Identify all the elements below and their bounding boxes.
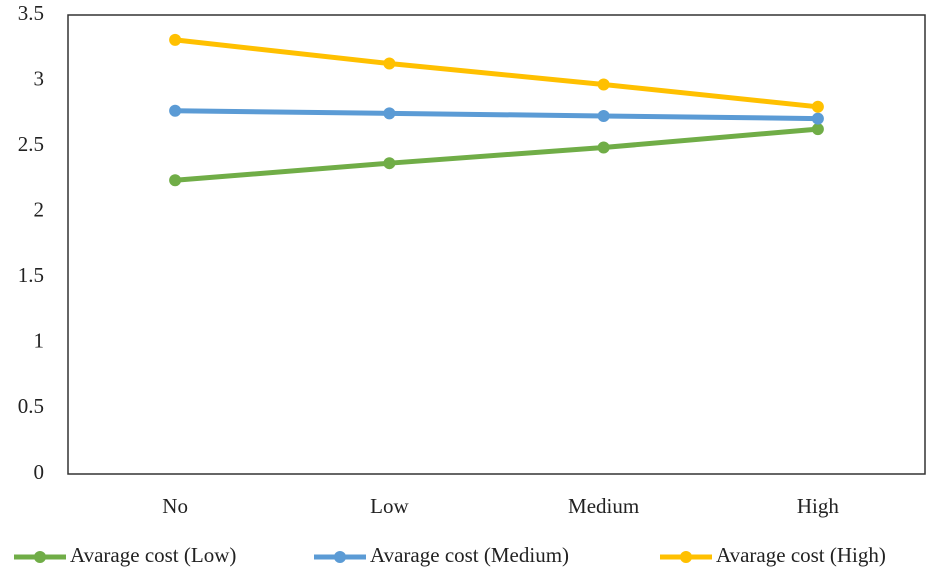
x-tick-label: Medium — [568, 494, 639, 518]
series-marker — [811, 123, 824, 136]
legend-label: Avarage cost (High) — [716, 543, 886, 567]
series-marker — [383, 157, 396, 170]
y-tick-label: 0 — [34, 460, 45, 484]
series-line — [174, 126, 819, 183]
legend-marker — [680, 551, 692, 563]
series-marker — [811, 112, 824, 125]
series-marker — [169, 174, 182, 187]
y-tick-label: 1.5 — [18, 263, 44, 287]
x-tick-label: No — [162, 494, 188, 518]
y-tick-label: 2.5 — [18, 132, 44, 156]
plot-area — [67, 14, 926, 475]
series-marker — [169, 104, 182, 117]
x-tick-label: High — [797, 494, 840, 518]
series-line — [175, 108, 818, 122]
legend-label: Avarage cost (Medium) — [370, 543, 569, 567]
y-tick-label: 0.5 — [18, 394, 44, 418]
x-tick-label: Low — [370, 494, 409, 518]
y-tick-label: 2 — [34, 198, 45, 222]
series-marker — [597, 109, 610, 122]
y-tick-label: 3.5 — [18, 1, 44, 25]
series-line — [174, 37, 819, 110]
legend-marker — [334, 551, 346, 563]
legend-marker — [34, 551, 46, 563]
series-marker — [597, 141, 610, 154]
y-tick-label: 3 — [34, 66, 45, 90]
series-marker — [169, 33, 182, 46]
series-marker — [383, 57, 396, 70]
legend-label: Avarage cost (Low) — [70, 543, 236, 567]
series-marker — [597, 78, 610, 91]
series-marker — [811, 100, 824, 113]
y-tick-label: 1 — [34, 329, 45, 353]
series-marker — [383, 107, 396, 120]
